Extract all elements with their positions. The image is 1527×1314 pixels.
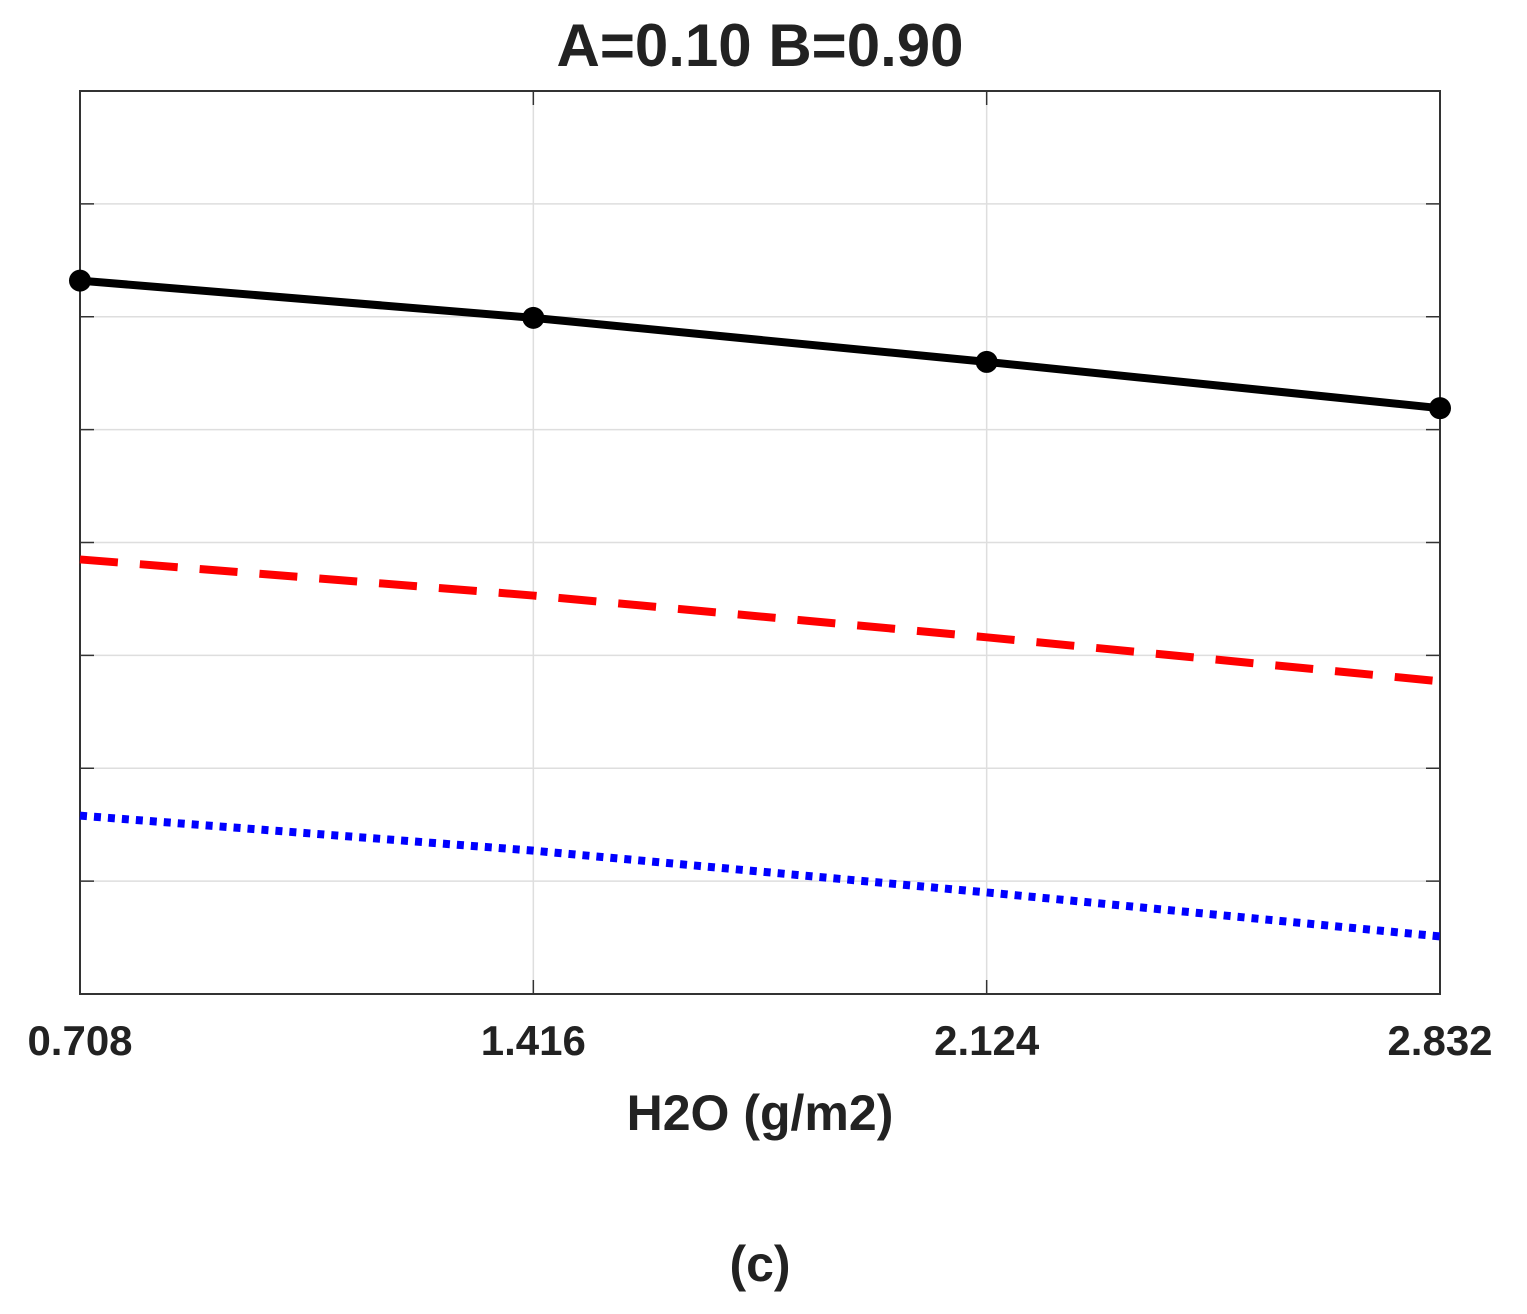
x-tick-label: 0.708: [27, 1017, 132, 1064]
x-tick-label: 2.124: [934, 1017, 1040, 1064]
plot-frame: [79, 90, 1441, 995]
caption: (c): [729, 1236, 790, 1292]
series-line: [79, 811, 1441, 941]
point: [522, 306, 545, 329]
chart-title: A=0.10 B=0.90: [557, 12, 964, 79]
point: [1429, 397, 1451, 420]
series-line: [79, 276, 1441, 413]
x-tick-label: 1.416: [481, 1017, 586, 1064]
point: [69, 269, 91, 292]
series-line: [79, 555, 1441, 686]
x-tick-label: 2.832: [1387, 1017, 1492, 1064]
x-axis-label: H2O (g/m2): [627, 1085, 894, 1141]
point: [975, 350, 998, 373]
